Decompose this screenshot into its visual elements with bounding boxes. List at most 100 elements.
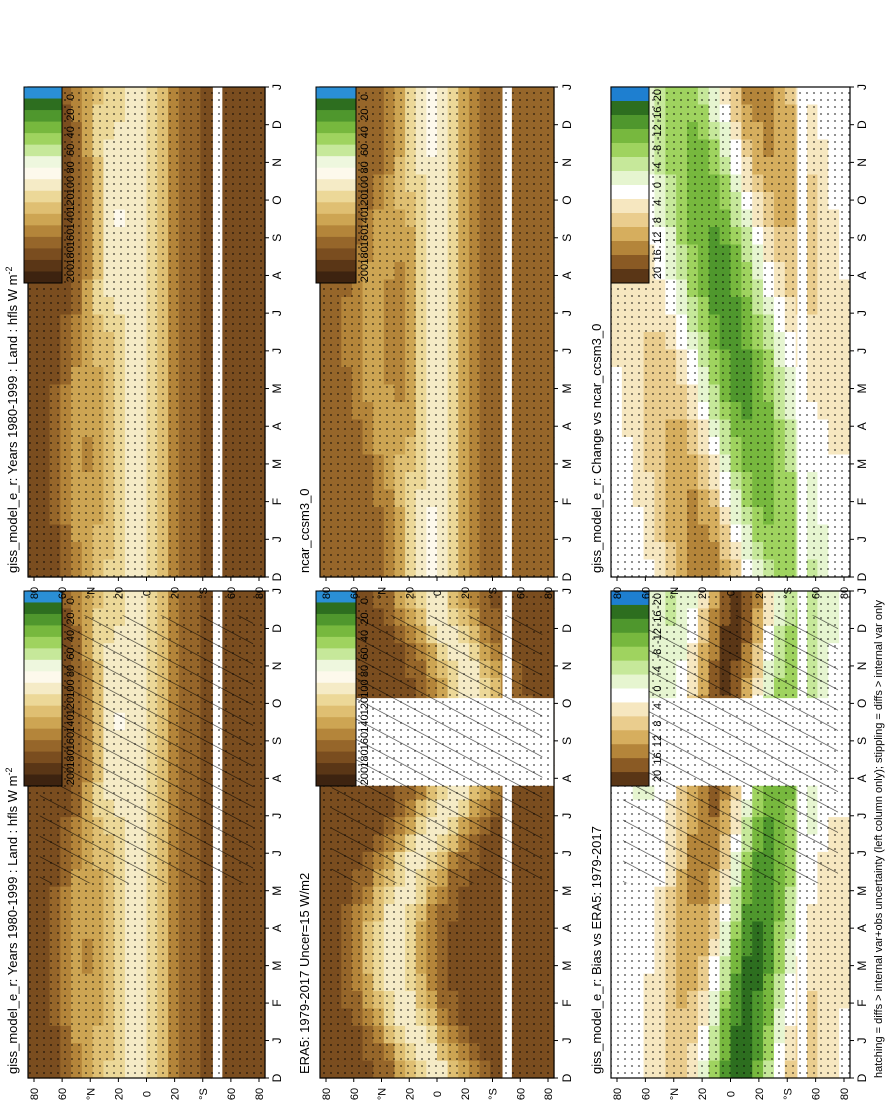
colorbar-swatch	[24, 740, 62, 753]
panel-5: 80 60 °N 20 0 20 °S 60 80DJFMAMJJASONDJncar_ccsm…	[297, 84, 574, 599]
colorbar-swatch	[24, 648, 62, 661]
colorbar-tick-label: 20	[359, 612, 371, 624]
colorbar-swatch	[24, 751, 62, 764]
month-tick-label: D	[560, 120, 574, 129]
month-tick-label: O	[855, 195, 869, 204]
lat-tick-label: 80	[839, 587, 851, 599]
colorbar-swatch	[316, 774, 356, 787]
colorbar-tick-label: 140	[359, 211, 371, 229]
colorbar-swatch	[316, 717, 356, 730]
colorbar-swatch	[24, 225, 62, 238]
colorbar-swatch	[316, 87, 356, 100]
month-tick-label: J	[270, 850, 284, 856]
colorbar-tick-label: -16	[652, 107, 664, 123]
month-tick-label: A	[855, 924, 869, 932]
lat-tick-label: 20	[404, 1088, 416, 1100]
lat-tick-label: 20	[460, 1088, 472, 1100]
colorbar-swatch	[24, 659, 62, 672]
colorbar-tick-label: 160	[65, 732, 77, 750]
lat-tick-label: °N	[669, 587, 681, 599]
colorbar-tick-label: 0	[359, 94, 371, 100]
lat-tick-label: 60	[349, 587, 361, 599]
colorbar-tick-label: 140	[65, 211, 77, 229]
month-tick-label: O	[560, 195, 574, 204]
month-tick-label: J	[855, 1038, 869, 1044]
colorbar-swatch	[24, 763, 62, 776]
panel-title: giss_model_e_r: Change vs ncar_ccsm3_0	[589, 324, 604, 573]
colorbar-swatch	[24, 728, 62, 741]
lat-tick-label: 20	[460, 587, 472, 599]
colorbar-tick-label: 0	[65, 598, 77, 604]
colorbar-tick-label: 100	[359, 679, 371, 697]
colorbar-swatch	[24, 591, 62, 603]
lat-tick-label: 0	[142, 1091, 154, 1097]
month-tick-label: D	[855, 572, 869, 581]
colorbar-tick-label: 180	[359, 246, 371, 264]
month-tick-label: N	[560, 158, 574, 167]
colorbar-tick-label: 20	[65, 612, 77, 624]
month-tick-label: F	[270, 999, 284, 1006]
lat-tick-label: 20	[170, 587, 182, 599]
lat-tick-label: 20	[404, 587, 416, 599]
month-tick-label: J	[560, 588, 574, 594]
panel-4: 80 60 °N 20 0 20 °S 60 80DJFMAMJJASONDJgiss_mode…	[4, 84, 284, 599]
colorbar-tick-label: 80	[359, 161, 371, 173]
month-tick-label: J	[855, 536, 869, 542]
colorbar-frame	[610, 590, 650, 787]
colorbar-tick-label: -12	[652, 628, 664, 644]
colorbar-swatch	[316, 179, 356, 192]
month-tick-label: N	[560, 662, 574, 671]
lat-tick-label: °S	[198, 587, 210, 599]
month-tick-label: J	[560, 84, 574, 90]
colorbar-swatch	[316, 763, 356, 776]
lat-tick-label: 80	[612, 1088, 624, 1100]
lat-tick-label: 0	[142, 590, 154, 596]
colorbar-swatch	[316, 728, 356, 741]
month-tick-label: D	[855, 624, 869, 633]
month-tick-label: D	[560, 1073, 574, 1082]
colorbar-tick-label: 100	[65, 679, 77, 697]
hatching-overlay	[622, 615, 839, 884]
colorbar-swatch	[611, 660, 649, 676]
lat-tick-label: 80	[254, 587, 266, 599]
colorbar-swatch	[611, 646, 649, 662]
colorbar-frame	[23, 86, 63, 284]
colorbar-swatch	[611, 772, 649, 787]
colorbar-swatch	[316, 740, 356, 753]
lat-tick-label: 60	[226, 1088, 238, 1100]
month-tick-label: J	[560, 850, 574, 856]
colorbar-swatch	[611, 744, 649, 759]
month-tick-label: D	[560, 572, 574, 581]
colorbar-swatch	[316, 144, 356, 157]
colorbar-swatch	[24, 682, 62, 695]
month-tick-label: J	[560, 1038, 574, 1044]
colorbar-swatch	[316, 98, 356, 111]
colorbar-swatch	[611, 199, 649, 214]
lat-tick-label: °S	[198, 1088, 210, 1100]
colorbar-swatch	[316, 751, 356, 764]
month-tick-label: D	[855, 1073, 869, 1082]
colorbar-tick-label: 40	[359, 126, 371, 138]
colorbar-swatch	[316, 705, 356, 718]
month-tick-label: J	[560, 310, 574, 316]
colorbar-swatch	[611, 758, 649, 773]
colorbar-swatch	[611, 604, 649, 620]
colorbar-swatch	[611, 632, 649, 648]
month-tick-label: N	[855, 158, 869, 167]
colorbar-tick-label: 16	[652, 249, 664, 261]
colorbar-swatch	[611, 269, 649, 284]
month-tick-label: D	[270, 624, 284, 633]
month-tick-label: M	[270, 961, 284, 971]
colorbar-tick-label: 12	[652, 735, 664, 747]
colorbar-tick-label: 120	[359, 697, 371, 715]
colorbar-swatch	[24, 248, 62, 261]
lat-tick-label: 0	[432, 590, 444, 596]
colorbar-swatch	[24, 202, 62, 215]
colorbar-swatch	[611, 185, 649, 200]
lat-tick-label: 80	[29, 587, 41, 599]
colorbar-swatch	[24, 613, 62, 626]
colorbar-tick-label: 20	[359, 108, 371, 120]
